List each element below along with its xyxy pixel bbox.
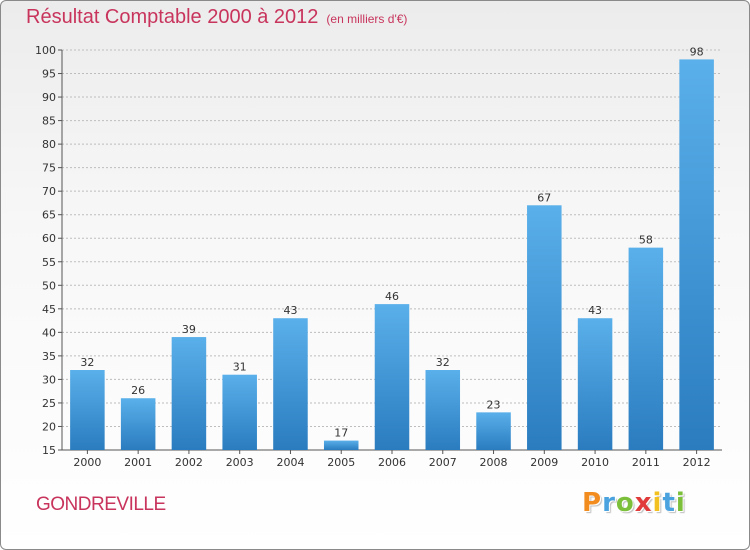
data-label-2002: 39 [182, 323, 196, 336]
bar-2000 [70, 370, 105, 450]
y-tick-label: 50 [42, 279, 56, 292]
y-tick-label: 30 [42, 373, 56, 386]
y-tick-label: 55 [42, 256, 56, 269]
y-tick-label: 80 [42, 138, 56, 151]
y-tick-label: 15 [42, 444, 56, 457]
y-tick-label: 70 [42, 185, 56, 198]
y-tick-label: 75 [42, 162, 56, 175]
data-label-2011: 58 [639, 234, 653, 247]
x-tick-label-2004: 2004 [276, 456, 304, 469]
x-tick-label-2002: 2002 [175, 456, 203, 469]
data-label-2003: 31 [233, 361, 247, 374]
brand-letter: P [582, 488, 603, 518]
y-tick-label: 95 [42, 68, 56, 81]
bar-2005 [323, 440, 359, 450]
bar-2007 [425, 370, 461, 450]
data-label-2000: 32 [80, 356, 94, 369]
chart-subtitle: (en milliers d'€) [326, 12, 408, 26]
data-label-2004: 43 [283, 304, 297, 317]
bar-2009 [527, 205, 562, 450]
y-tick-label: 40 [42, 326, 56, 339]
x-tick-label-2006: 2006 [378, 456, 406, 469]
location-name: GONDREVILLE [36, 494, 166, 515]
y-tick-label: 20 [42, 420, 56, 433]
x-tick-label-2010: 2010 [581, 456, 609, 469]
data-label-2006: 46 [385, 290, 399, 303]
brand-letter: t [662, 488, 676, 518]
brand-letter: i [652, 488, 663, 518]
x-tick-label-2003: 2003 [226, 456, 254, 469]
bar-2008 [476, 412, 511, 450]
data-label-2008: 23 [487, 398, 501, 411]
y-tick-label: 100 [35, 44, 56, 57]
data-label-2001: 26 [131, 384, 145, 397]
data-label-2009: 67 [537, 191, 551, 204]
brand-logo: Proxiti [582, 488, 686, 518]
bar-2010 [577, 318, 613, 450]
bar-2012 [679, 59, 714, 450]
x-tick-label-2011: 2011 [632, 456, 660, 469]
x-tick-label-2005: 2005 [327, 456, 355, 469]
bar-2002 [171, 337, 207, 450]
data-label-2005: 17 [334, 427, 348, 440]
data-label-2007: 32 [436, 356, 450, 369]
bars [70, 59, 714, 450]
data-label-2010: 43 [588, 304, 602, 317]
brand-letter: x [634, 488, 653, 518]
y-tick-label: 35 [42, 350, 56, 363]
x-tick-label-2012: 2012 [683, 456, 711, 469]
x-tick-label-2008: 2008 [480, 456, 508, 469]
data-label-2012: 98 [690, 45, 704, 58]
y-tick-label: 65 [42, 209, 56, 222]
y-tick-label: 45 [42, 303, 56, 316]
x-tick-label-2000: 2000 [73, 456, 101, 469]
brand-letter: o [615, 488, 635, 518]
x-tick-label-2001: 2001 [124, 456, 152, 469]
brand-letter: i [675, 488, 686, 518]
y-tick-label: 90 [42, 91, 56, 104]
bar-2001 [120, 398, 156, 450]
x-tick-label-2009: 2009 [530, 456, 558, 469]
bar-2006 [374, 304, 410, 450]
y-tick-label: 25 [42, 397, 56, 410]
bar-2003 [222, 374, 257, 450]
brand-letter: r [602, 488, 616, 518]
bar-2004 [273, 318, 308, 450]
chart-title: Résultat Comptable 2000 à 2012 (en millie… [26, 6, 407, 29]
x-tick-label-2007: 2007 [429, 456, 457, 469]
y-tick-label: 85 [42, 115, 56, 128]
labels: 15 20 25 30 35 40 45 50 55 60 65 70 75 80 85 90 95 100 32 2… [35, 44, 711, 469]
chart-title-text: Résultat Comptable 2000 à 2012 [26, 6, 319, 28]
y-tick-label: 60 [42, 232, 56, 245]
bar-2011 [628, 247, 664, 450]
